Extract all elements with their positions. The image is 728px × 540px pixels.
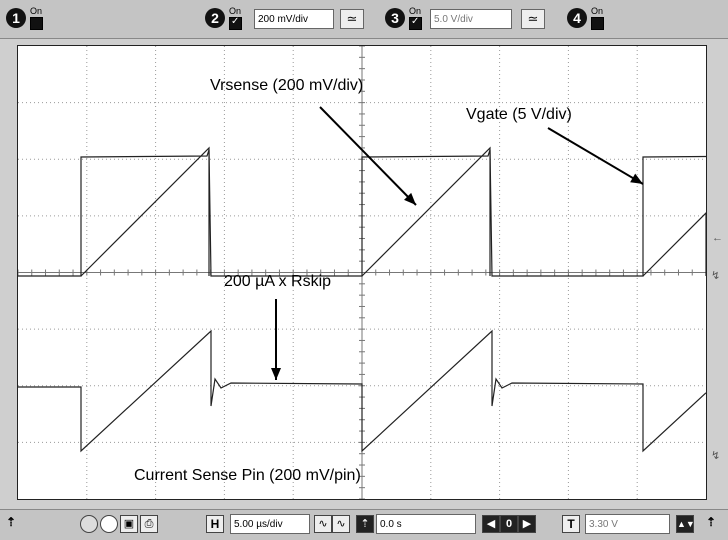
channel-3-coupling-button[interactable]: ≃ [521,9,545,29]
waveform-plot [18,46,706,499]
vgate-arrow-head [630,173,643,184]
right-arrow-icon[interactable]: ▶ [518,515,536,533]
zero-button[interactable]: 0 [500,515,518,533]
channel-3-scale-field[interactable]: 5.0 V/div [430,9,512,29]
vrsense-arrow [319,106,417,206]
vrsense-label: Vrsense (200 mV/div) [210,77,364,94]
vrsense-arrow-head [404,192,416,205]
chart-icon[interactable]: ▣ [120,515,138,533]
sine-icon: ≃ [346,11,358,26]
sine-icon[interactable]: ∿ [314,515,332,533]
printer-icon[interactable]: ⎙ [140,515,158,533]
channel-3-number: 3 [385,8,405,28]
trigger-level-field[interactable]: 3.30 V [585,514,670,534]
channel-3-on-label: On [409,6,422,16]
left-arrow-icon[interactable]: ◀ [482,515,500,533]
horizontal-button[interactable]: H [206,515,224,533]
timebase-field[interactable]: 5.00 µs/div [230,514,310,534]
circle-icon[interactable] [100,515,118,533]
current-sense-label: Current Sense Pin (200 mV/pin) [134,467,361,484]
channel-2-ground-marker-lower: ↯ [711,450,721,462]
circle-icon[interactable] [80,515,98,533]
vgate-trace [18,149,706,277]
channel-2-number: 2 [205,8,225,28]
channel-2-ground-marker: ↯ [711,270,721,282]
rskip-arrow-head [271,368,281,380]
vgate-label: Vgate (5 V/div) [466,106,572,123]
channel-2-on-label: On [229,6,242,16]
arrow-up-icon[interactable]: ⇡ [706,515,717,529]
current-sense-trace [18,329,706,453]
vrsense-trace [80,146,706,277]
sine-icon[interactable]: ∿ [332,515,350,533]
trigger-stepper[interactable]: ▲▼ [676,515,695,533]
channel-2-scale-field[interactable]: 200 mV/div [254,9,334,29]
channel-toolbar: 1 On 2 On 200 mV/div ≃ 3 On 5.0 V/div ≃ … [0,0,728,39]
channel-1-on-label: On [30,6,43,16]
trigger-button[interactable]: T [562,515,580,533]
channel-4-number: 4 [567,8,587,28]
sine-icon: ≃ [527,11,539,26]
channel-4-checkbox[interactable] [591,17,604,30]
vgate-arrow [547,127,644,185]
rskip-label: 200 µA x Rskip [224,273,332,290]
channel-4-on-label: On [591,6,604,16]
channel-3-offset-marker: ← [712,232,723,244]
channel-2-checkbox[interactable] [229,16,242,30]
channel-2-coupling-button[interactable]: ≃ [340,9,364,29]
oscilloscope-display[interactable] [17,45,707,500]
channel-1-checkbox[interactable] [30,17,43,30]
arrow-up-icon[interactable]: ⇡ [6,515,17,529]
timebase-toolbar: ⇡ ▣ ⎙ H 5.00 µs/div ∿ ∿ ⇡ 0.0 s ◀ 0 ▶ T … [0,509,728,540]
channel-3-checkbox[interactable] [409,16,422,30]
channel-1-number: 1 [6,8,26,28]
arrow-up-icon[interactable]: ⇡ [356,515,374,533]
delay-field[interactable]: 0.0 s [376,514,476,534]
